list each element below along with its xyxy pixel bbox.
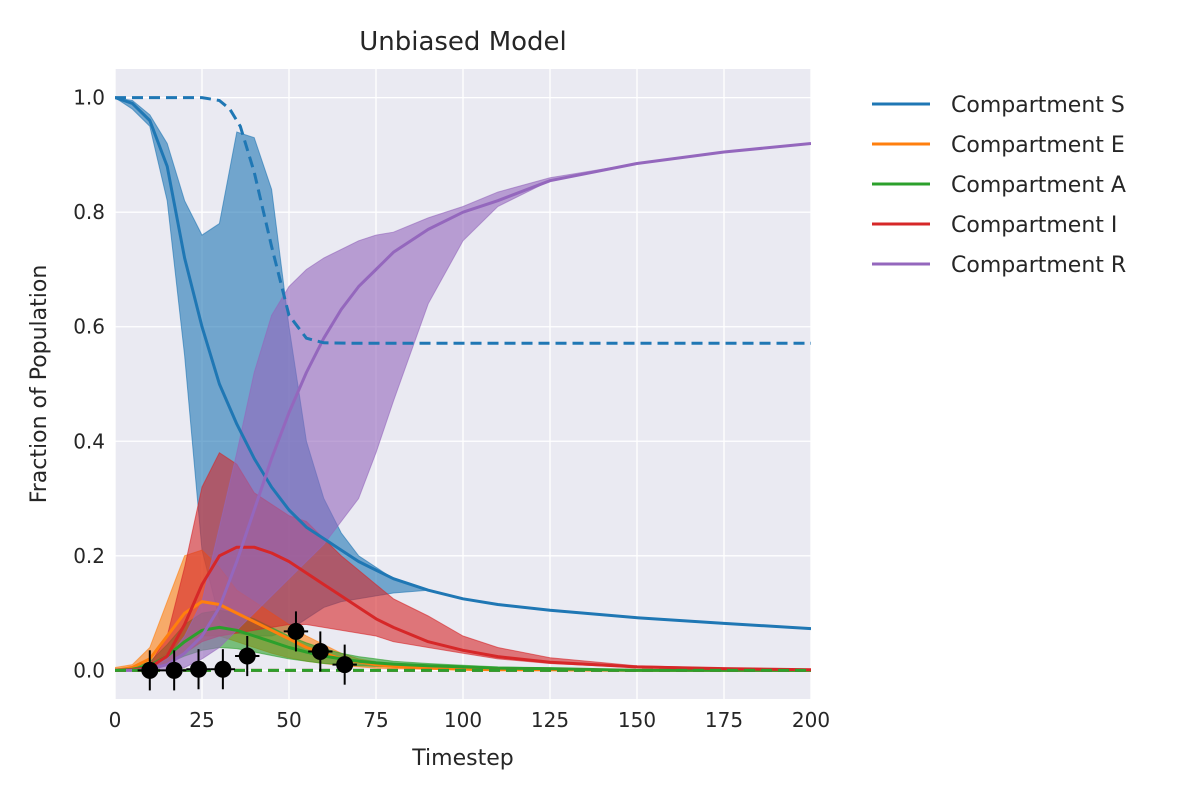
x-tick-label: 200 (792, 708, 830, 732)
x-tick-label: 75 (363, 708, 388, 732)
observation-marker (141, 661, 159, 679)
observation-point (235, 636, 260, 677)
observation-point (186, 649, 211, 690)
x-tick-label: 50 (276, 708, 301, 732)
tick-layer: 0 25 50 75 100 125 150 175 200 0.0 0.2 0.4 0.6 0.8 1.0 (73, 86, 830, 732)
y-tick-label: 0.8 (73, 200, 105, 224)
observation-marker (287, 622, 305, 640)
legend: Compartment S Compartment E Compartment A C… (872, 93, 1126, 278)
x-tick-label: 0 (109, 708, 122, 732)
observation-layer (137, 611, 357, 691)
y-axis-label: Fraction of Population (27, 265, 52, 504)
x-tick-label: 150 (618, 708, 656, 732)
observation-marker (336, 656, 354, 674)
compartment-r-line (115, 142, 811, 672)
legend-item-compartment-a: Compartment A (872, 173, 1126, 198)
observation-point (210, 649, 236, 690)
y-tick-label: 0.4 (73, 429, 105, 453)
x-tick-label: 100 (444, 708, 482, 732)
chart-title: Unbiased Model (359, 27, 567, 57)
legend-label: Compartment S (951, 93, 1125, 118)
y-tick-label: 0.2 (73, 544, 105, 568)
y-tick-label: 0.0 (73, 658, 105, 682)
x-tick-label: 125 (531, 708, 569, 732)
observation-marker (311, 642, 329, 660)
legend-label: Compartment R (951, 253, 1126, 278)
observation-marker (214, 660, 232, 678)
legend-item-compartment-i: Compartment I (872, 213, 1117, 238)
dashed-reference-line (115, 96, 811, 345)
legend-label: Compartment A (951, 173, 1126, 198)
legend-item-compartment-s: Compartment S (872, 93, 1125, 118)
observation-marker (165, 661, 183, 679)
y-tick-label: 1.0 (73, 86, 105, 110)
legend-label: Compartment E (951, 133, 1125, 158)
legend-item-compartment-r: Compartment R (872, 253, 1126, 278)
observation-marker (238, 647, 256, 665)
legend-label: Compartment I (951, 213, 1117, 238)
compartment-s-line (115, 96, 811, 631)
observation-point (161, 650, 187, 691)
observation-marker (190, 660, 208, 678)
x-tick-label: 175 (705, 708, 743, 732)
observation-point (332, 644, 357, 685)
observation-point (283, 611, 309, 652)
observation-point (308, 631, 333, 672)
x-axis-label: Timestep (411, 746, 513, 771)
observation-point (137, 650, 162, 691)
x-tick-label: 25 (189, 708, 214, 732)
compartment-i-line (115, 545, 811, 672)
y-tick-label: 0.6 (73, 315, 105, 339)
legend-item-compartment-e: Compartment E (872, 133, 1125, 158)
